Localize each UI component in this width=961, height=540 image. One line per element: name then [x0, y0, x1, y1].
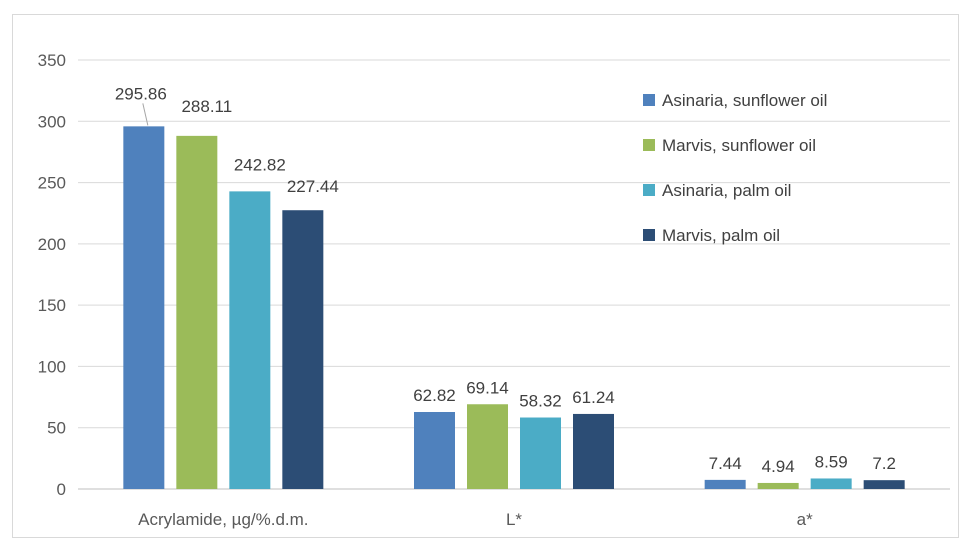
leader-line — [142, 103, 149, 126]
legend-label-2: Marvis, sunflower oil — [662, 136, 816, 155]
bar-1-2 — [414, 412, 455, 489]
data-label: 227.44 — [287, 177, 339, 196]
bar-4-3 — [863, 480, 905, 489]
y-tick-label: 200 — [38, 235, 66, 254]
bar-2-2 — [467, 404, 508, 489]
bar-2-1 — [176, 135, 218, 490]
y-tick-label: 300 — [38, 112, 66, 131]
y-tick-label: 150 — [38, 296, 66, 315]
y-tick-label: 0 — [57, 480, 66, 499]
data-label: 62.82 — [413, 386, 456, 405]
x-tick-label: a* — [797, 510, 813, 529]
legend-swatch-2 — [643, 139, 655, 151]
legend-label-1: Asinaria, sunflower oil — [662, 91, 827, 110]
bar-2-3 — [757, 482, 799, 489]
y-tick-label: 100 — [38, 357, 66, 376]
data-label: 69.14 — [466, 378, 509, 397]
y-tick-label: 350 — [38, 51, 66, 70]
bar-3-1 — [229, 191, 271, 489]
bar-3-3 — [810, 478, 852, 489]
y-tick-label: 50 — [47, 419, 66, 438]
gridlines — [78, 59, 950, 490]
data-label: 242.82 — [234, 155, 286, 174]
data-label: 4.94 — [762, 457, 795, 476]
bar-4-1 — [282, 210, 324, 489]
y-axis: 0 50 100 150 200 250 300 350 — [38, 51, 66, 499]
legend-label-3: Asinaria, palm oil — [662, 181, 791, 200]
x-tick-label: Acrylamide, µg/%.d.m. — [138, 510, 308, 529]
data-label: 288.11 — [181, 97, 232, 116]
data-label: 8.59 — [815, 452, 848, 471]
x-tick-label: L* — [506, 510, 522, 529]
bar-1-1 — [123, 126, 165, 489]
data-label: 7.2 — [872, 454, 896, 473]
bar-3-2 — [520, 417, 561, 489]
bar-4-2 — [573, 413, 614, 489]
legend-swatch-3 — [643, 184, 655, 196]
bars — [123, 126, 905, 490]
y-tick-label: 250 — [38, 174, 66, 193]
data-label: 61.24 — [572, 388, 615, 407]
data-label: 7.44 — [709, 454, 742, 473]
x-axis: Acrylamide, µg/%.d.m. L* a* — [138, 510, 813, 529]
legend-label-4: Marvis, palm oil — [662, 226, 780, 245]
bar-1-3 — [704, 479, 746, 489]
legend-swatch-4 — [643, 229, 655, 241]
legend-swatch-1 — [643, 94, 655, 106]
data-label: 58.32 — [519, 392, 562, 411]
data-label: 295.86 — [115, 84, 167, 103]
legend: Asinaria, sunflower oil Marvis, sunflower… — [643, 91, 827, 245]
